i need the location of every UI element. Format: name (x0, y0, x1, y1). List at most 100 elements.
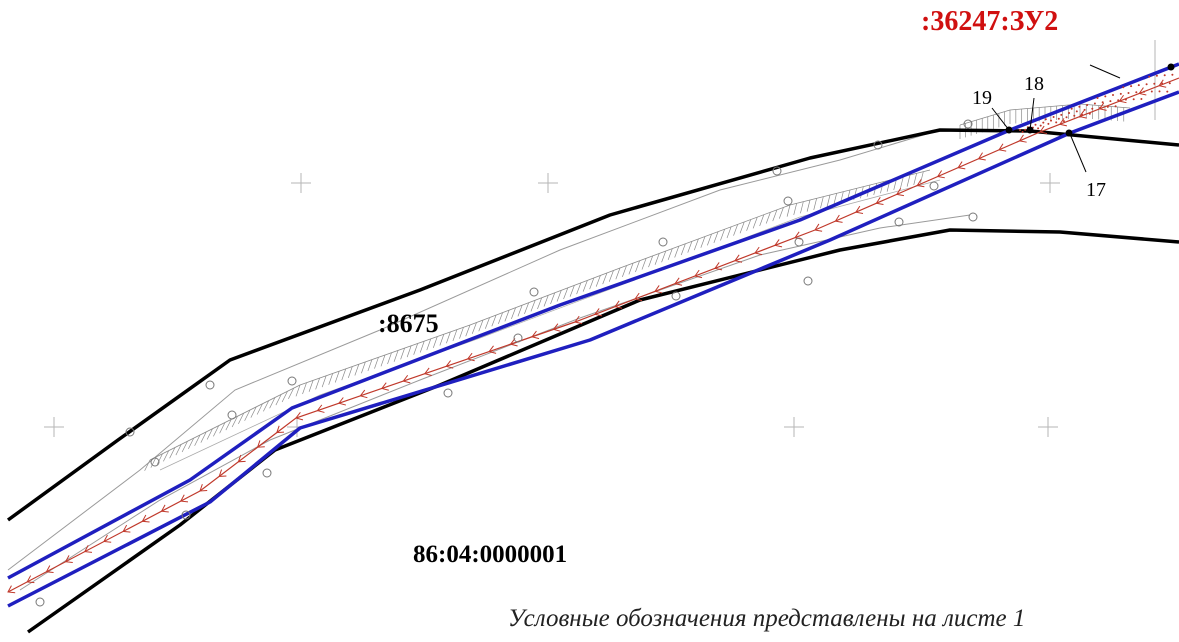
hatch-tick (419, 341, 425, 353)
zu2-dot (1019, 129, 1021, 131)
zu2-dot (1024, 128, 1027, 131)
direction-chevron (45, 565, 54, 574)
hatch-tick (328, 373, 334, 385)
zu2-dot (1055, 121, 1058, 124)
direction-chevron (552, 323, 561, 332)
hatch-tick (608, 270, 614, 282)
hatch-tick (759, 214, 765, 227)
zu2-dot (1114, 105, 1117, 108)
hatch-tick (602, 272, 608, 285)
direction-chevron (7, 585, 16, 594)
hatch-tick (511, 307, 516, 319)
zu2-dot (1132, 98, 1135, 101)
direction-chevron (199, 484, 208, 492)
zu2-dot (1021, 131, 1024, 133)
zu2-dot (1119, 92, 1122, 95)
hatch-tick (452, 329, 458, 342)
zu2-dot (1096, 97, 1099, 99)
hatch-tick (556, 290, 562, 302)
hatch-tick (181, 441, 188, 453)
direction-chevron (1138, 87, 1147, 96)
hatch-tick (341, 368, 347, 381)
hatch-tick (906, 174, 911, 187)
hatch-tick (194, 434, 201, 446)
hatch-tick (661, 250, 667, 263)
zu2-dot (1042, 121, 1045, 124)
zu2-dot (1130, 85, 1133, 88)
direction-chevron (103, 534, 112, 543)
corridor-boundary (7, 62, 1179, 608)
hatch-tick (400, 347, 405, 360)
hatch-tick (778, 207, 784, 219)
direction-chevron (694, 269, 703, 279)
zu2-dot (1062, 120, 1065, 123)
hatch-tick (765, 212, 771, 224)
zu2-dot (1086, 104, 1089, 106)
zu2-dot (1078, 105, 1081, 108)
hatch-tick (820, 196, 824, 209)
direction-chevron (714, 262, 723, 271)
survey-markers (35, 119, 978, 607)
zu2-dot (1124, 98, 1127, 101)
direction-chevron (654, 285, 663, 294)
direction-chevron (936, 170, 945, 179)
hatch-tick (156, 453, 163, 465)
hatch-tick (707, 233, 712, 246)
hatch-tick (569, 285, 575, 297)
direction-chevron (531, 330, 540, 340)
hatch-tick (648, 255, 654, 268)
hatch-tick (150, 456, 157, 468)
direction-chevron (814, 223, 823, 232)
zu2-dot (1127, 92, 1130, 94)
direction-chevron (574, 315, 583, 325)
leader-lines (991, 64, 1121, 173)
direction-chevron (774, 239, 783, 248)
direction-chevron (359, 389, 368, 399)
direction-chevron (160, 504, 169, 513)
direction-chevron (180, 494, 189, 503)
direction-chevron (338, 397, 347, 406)
hatch-tick (576, 282, 582, 295)
hatch-tick (813, 198, 818, 211)
zu2-dot (1039, 124, 1042, 127)
hatch-tick (700, 236, 706, 248)
direction-chevron (794, 231, 803, 240)
direction-chevron (916, 179, 925, 188)
hatch-tick (550, 292, 556, 305)
hatch-tick (213, 425, 220, 437)
hatch-tick (387, 352, 392, 365)
zu2-dot (1122, 86, 1125, 89)
hatch-tick (674, 246, 680, 258)
hatch-tick (693, 238, 699, 251)
hatch-tick (786, 204, 791, 217)
zu2-dot (1034, 123, 1037, 126)
direction-chevron (895, 188, 905, 197)
hatch-tick (498, 312, 503, 324)
zu2-dot (1050, 119, 1052, 122)
hatch-tick (563, 287, 569, 300)
hatch-tick (793, 203, 798, 216)
direction-chevron (466, 352, 475, 362)
zu2-dot (1171, 73, 1174, 76)
zu2-dot (1137, 84, 1140, 87)
hatch-tick (484, 317, 490, 329)
topo-thin-lines (7, 129, 971, 591)
corner-marker (1167, 63, 1175, 71)
legend-note: Условные обозначения представлены на лис… (508, 605, 1025, 632)
direction-chevron (445, 360, 454, 369)
hatch-tick (833, 193, 838, 206)
zu2-dot (1093, 102, 1096, 105)
hatch-tick (900, 176, 904, 189)
boundary-north (6, 128, 1179, 522)
point-17-marker (1065, 129, 1073, 137)
hatch-tick (726, 226, 732, 239)
hatch-tick (720, 229, 725, 241)
zu2-dot (1037, 127, 1040, 130)
direction-chevron (1118, 94, 1127, 104)
zu2-dot (1057, 117, 1060, 120)
zu2-dot (1083, 108, 1086, 111)
hatch-tick (595, 275, 601, 287)
zu2-dot (1112, 94, 1114, 96)
hatch-tick (367, 359, 373, 372)
